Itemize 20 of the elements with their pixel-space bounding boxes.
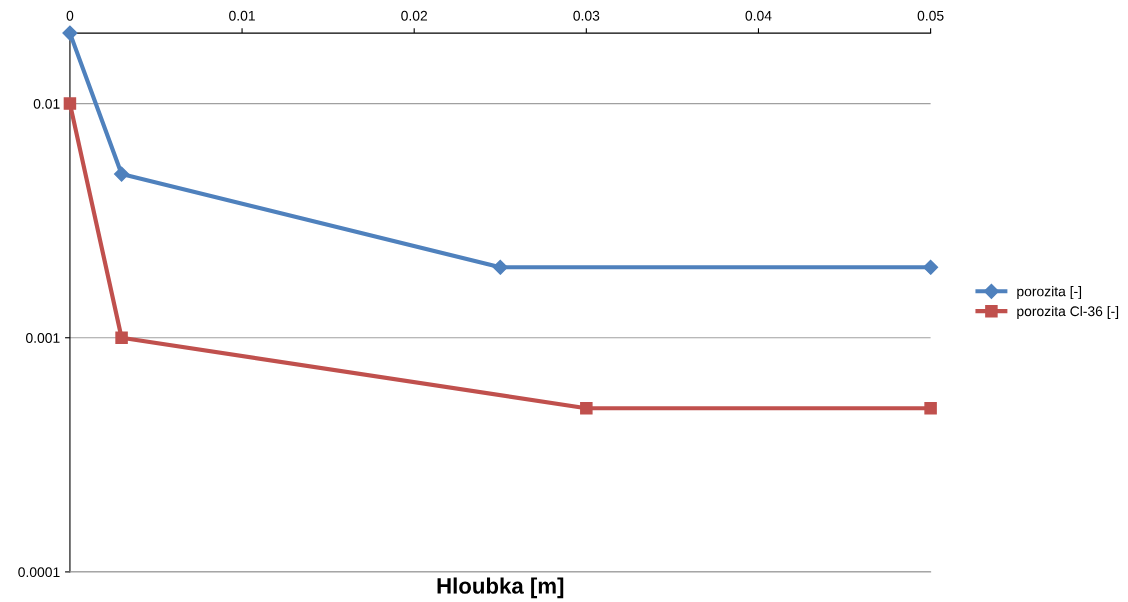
- legend-label: porozita Cl-36 [-]: [1017, 305, 1119, 319]
- x-tick-label: 0.03: [573, 10, 600, 21]
- y-tick-label: 0.01: [33, 98, 60, 109]
- x-tick-label: 0: [66, 10, 74, 21]
- y-tick-label: 0.001: [26, 333, 60, 343]
- point: [63, 97, 77, 110]
- x-tick-label: 0.02: [401, 10, 428, 21]
- x-tick-label: 0.01: [229, 10, 255, 21]
- point: [114, 166, 130, 182]
- y-tick-label: 0.0001: [18, 567, 60, 578]
- x-tick-label: 0.05: [917, 10, 944, 21]
- x-tick-label: 0.04: [745, 10, 772, 21]
- point: [62, 25, 78, 41]
- point: [115, 331, 128, 344]
- point: [492, 259, 508, 275]
- point: [580, 401, 593, 415]
- x-axis-title: Hloubka [m]: [437, 577, 564, 599]
- point: [924, 401, 937, 415]
- point: [923, 259, 939, 275]
- legend-label: porozita [-]: [1017, 286, 1082, 300]
